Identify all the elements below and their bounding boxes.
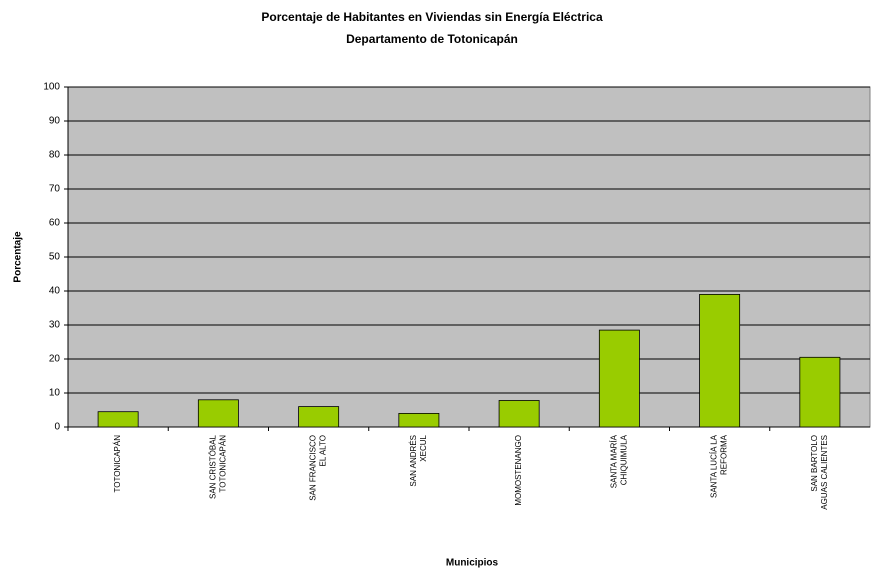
bar — [598, 329, 640, 428]
x-tick-label: SAN ANDRÉSXECUL — [409, 434, 428, 486]
bar — [498, 400, 540, 428]
y-tick-label: 60 — [49, 218, 61, 229]
bar — [298, 406, 340, 428]
y-tick-label: 50 — [49, 252, 61, 263]
x-tick-label: SANTA MARÍACHIQUIMULA — [609, 434, 628, 488]
x-tick-label: SAN BARTOLOAGUAS CALIENTES — [810, 435, 829, 510]
x-axis-label: Municipios — [446, 558, 499, 569]
y-tick-label: 100 — [43, 82, 60, 93]
y-tick-label: 90 — [49, 116, 61, 127]
y-tick-label: 0 — [54, 422, 60, 433]
y-tick-label: 20 — [49, 354, 61, 365]
bar — [799, 356, 841, 428]
x-tick-label: TOTONICAPÁN — [113, 435, 122, 493]
y-tick-label: 10 — [49, 388, 61, 399]
y-tick-label: 80 — [49, 150, 61, 161]
y-tick-label: 70 — [49, 184, 61, 195]
y-tick-label: 30 — [49, 320, 61, 331]
bar — [97, 411, 139, 428]
chart-title: Porcentaje de Habitantes en Viviendas si… — [261, 10, 603, 24]
x-tick-label: SAN CRISTÓBALTOTONICAPÁN — [208, 434, 227, 499]
bar — [197, 399, 239, 428]
x-tick-label: SAN FRANCISCOEL ALTO — [309, 435, 328, 501]
x-tick-label: SANTA LUCÍA LAREFORMA — [710, 434, 729, 498]
chart-subtitle: Departamento de Totonicapán — [346, 32, 518, 46]
x-tick-label: MOMOSTENANGO — [514, 435, 523, 506]
bar — [398, 412, 440, 428]
y-tick-label: 40 — [49, 286, 61, 297]
bar — [699, 293, 741, 428]
y-axis-label: Porcentaje — [13, 231, 24, 283]
